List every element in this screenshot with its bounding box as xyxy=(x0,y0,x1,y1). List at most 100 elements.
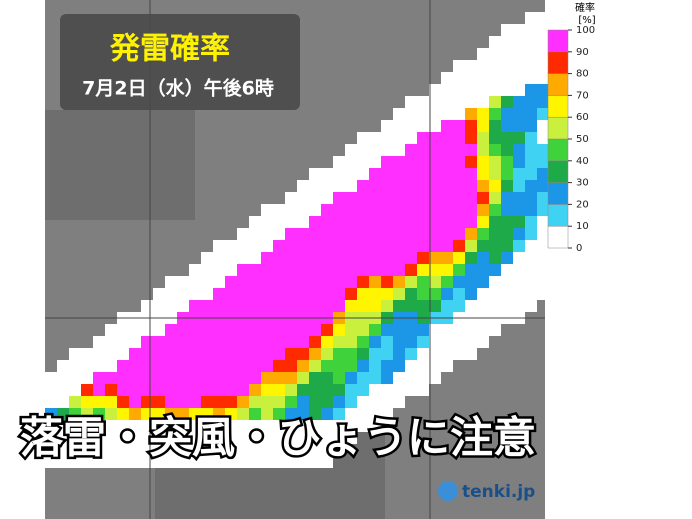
probability-cell xyxy=(189,396,201,408)
land xyxy=(489,36,501,48)
land xyxy=(321,432,333,444)
land xyxy=(453,108,465,120)
probability-cell xyxy=(297,408,309,420)
probability-cell xyxy=(273,324,285,336)
probability-cell xyxy=(285,228,297,240)
probability-cell xyxy=(285,240,297,252)
probability-cell xyxy=(405,228,417,240)
land xyxy=(165,300,177,312)
probability-cell xyxy=(105,408,117,420)
probability-cell xyxy=(309,360,321,372)
probability-cell xyxy=(357,288,369,300)
land xyxy=(297,180,309,192)
probability-cell xyxy=(297,300,309,312)
probability-cell xyxy=(441,264,453,276)
probability-cell xyxy=(297,252,309,264)
land xyxy=(405,372,417,384)
probability-cell xyxy=(225,300,237,312)
land xyxy=(501,36,513,48)
land xyxy=(477,84,489,96)
probability-cell xyxy=(321,276,333,288)
land xyxy=(117,348,129,360)
probability-cell xyxy=(477,108,489,120)
probability-cell xyxy=(321,372,333,384)
legend-tick-label: 50 xyxy=(576,134,589,145)
land xyxy=(525,24,537,36)
probability-cell xyxy=(477,276,489,288)
probability-cell xyxy=(297,360,309,372)
probability-cell xyxy=(201,300,213,312)
land xyxy=(345,168,357,180)
land xyxy=(537,72,549,84)
probability-cell xyxy=(429,216,441,228)
title: 発雷確率 xyxy=(109,32,230,67)
probability-cell xyxy=(273,336,285,348)
probability-cell xyxy=(477,216,489,228)
probability-cell xyxy=(81,408,93,420)
land xyxy=(225,420,237,432)
probability-cell xyxy=(393,300,405,312)
land xyxy=(525,300,537,312)
probability-cell xyxy=(285,276,297,288)
land xyxy=(513,252,525,264)
probability-cell xyxy=(453,204,465,216)
probability-cell xyxy=(465,216,477,228)
probability-cell xyxy=(321,336,333,348)
land xyxy=(501,300,513,312)
land xyxy=(417,372,429,384)
probability-cell xyxy=(405,252,417,264)
probability-cell xyxy=(297,372,309,384)
land xyxy=(201,420,213,432)
land xyxy=(105,432,117,444)
land xyxy=(501,24,513,36)
land xyxy=(165,456,177,468)
probability-cell xyxy=(357,336,369,348)
land xyxy=(441,324,453,336)
land xyxy=(513,264,525,276)
legend-swatch xyxy=(547,225,569,249)
probability-cell xyxy=(201,396,213,408)
probability-cell xyxy=(141,360,153,372)
probability-cell xyxy=(489,108,501,120)
probability-cell xyxy=(453,156,465,168)
legend-tick-label: 10 xyxy=(576,221,589,232)
land xyxy=(117,336,129,348)
land xyxy=(69,456,81,468)
land xyxy=(237,228,249,240)
probability-cell xyxy=(369,372,381,384)
land xyxy=(525,36,537,48)
probability-cell xyxy=(357,276,369,288)
land xyxy=(165,420,177,432)
probability-cell xyxy=(165,360,177,372)
land xyxy=(201,252,213,264)
land xyxy=(513,36,525,48)
probability-cell xyxy=(501,228,513,240)
probability-cell xyxy=(225,408,237,420)
probability-cell xyxy=(225,372,237,384)
land xyxy=(153,432,165,444)
land xyxy=(417,384,429,396)
probability-cell xyxy=(177,336,189,348)
land xyxy=(261,240,273,252)
probability-cell xyxy=(417,192,429,204)
subtitle: 7月2日（水）午後6時 xyxy=(82,77,274,100)
land xyxy=(273,456,285,468)
probability-cell xyxy=(513,216,525,228)
probability-cell xyxy=(489,204,501,216)
probability-cell xyxy=(405,204,417,216)
probability-cell xyxy=(285,372,297,384)
logo-icon xyxy=(438,481,458,501)
probability-cell xyxy=(309,396,321,408)
probability-cell xyxy=(153,360,165,372)
probability-cell xyxy=(273,252,285,264)
probability-cell xyxy=(189,336,201,348)
land xyxy=(417,108,429,120)
probability-cell xyxy=(405,348,417,360)
probability-cell xyxy=(393,336,405,348)
probability-cell xyxy=(513,192,525,204)
probability-cell xyxy=(441,144,453,156)
land xyxy=(501,288,513,300)
probability-cell xyxy=(57,408,69,420)
probability-cell xyxy=(321,360,333,372)
probability-cell xyxy=(345,192,357,204)
